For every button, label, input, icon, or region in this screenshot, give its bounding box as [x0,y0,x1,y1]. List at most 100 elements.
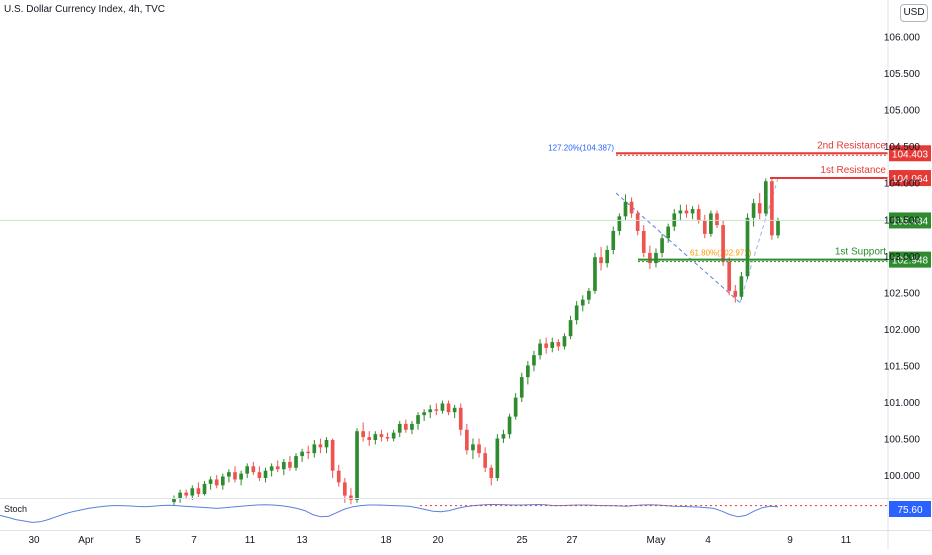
y-tick-label: 103.000 [884,252,921,263]
candle-body [422,412,426,416]
candle-body [690,209,695,214]
candle-body [465,429,469,451]
candle-body [385,437,390,439]
y-tick-label: 100.500 [884,435,921,446]
candle-body [190,488,195,496]
candle-body [513,397,518,417]
candle-body [611,230,616,250]
candle-body [220,476,225,486]
candle-body [239,473,243,480]
candle-body [568,320,573,337]
candle-body [434,409,439,411]
x-tick-label: 4 [705,535,711,546]
candle-body [739,276,744,297]
candle-body [727,261,732,291]
candle-body [245,466,250,474]
candle-body [770,181,774,236]
candle-body [263,470,268,478]
y-tick-label: 102.000 [884,325,921,336]
candle-body [275,466,280,470]
candle-body [544,343,548,348]
candle-body [629,201,634,214]
x-tick-label: 30 [28,535,40,546]
candle-body [367,437,372,440]
candle-body [526,365,530,378]
x-tick-label: 20 [432,535,444,546]
x-tick-label: 11 [245,535,256,546]
candle-body [288,461,292,468]
candle-body [574,305,579,321]
candle-body [580,299,585,306]
candle-body [678,210,683,214]
x-tick-label: 18 [380,535,392,546]
candle-body [617,216,622,231]
candle-body [696,209,701,221]
candle-body [507,416,512,435]
candle-body [477,444,481,454]
y-tick-label: 106.000 [884,33,921,44]
candle-body [318,444,323,448]
y-tick-label: 101.000 [884,398,921,409]
candle-body [324,439,329,448]
candle-body [751,203,756,218]
candle-body [306,451,311,454]
x-tick-label: 5 [135,535,141,546]
stochastic-panel: Stoch 75.60 [0,501,931,523]
candle-body [178,492,182,499]
candle-body [715,213,719,226]
candle-body [397,423,402,433]
candle-body [654,252,658,264]
annotations-layer: 127.20%(104.387) 61.80%(102.971) [548,143,779,303]
candle-body [458,407,463,430]
candle-body [196,488,201,495]
candle-body [593,257,597,291]
candle-body [709,213,713,234]
chart-title: U.S. Dollar Currency Index, 4h, TVC [4,4,165,15]
candle-body [446,403,451,413]
candle-body [666,226,671,239]
second-resistance-label: 2nd Resistance [817,140,886,151]
currency-button[interactable]: USD [900,4,928,22]
stoch-value-badge: 75.60 [897,505,922,516]
candle-body [330,439,335,471]
candle-body [495,438,500,478]
x-tick-label: 7 [191,535,197,546]
candle-body [391,432,396,439]
candle-body [471,444,475,451]
stoch-value-badge-bg [889,501,931,517]
candle-body [404,423,408,430]
candle-body [281,461,286,470]
candle-body [440,403,445,411]
candle-body [483,453,487,468]
stoch-label: Stoch [4,504,27,514]
candle-body [763,181,768,214]
candle-body [501,434,506,439]
x-tick-label: Apr [78,535,94,546]
candle-body [452,407,457,413]
candle-body [538,343,542,356]
current-price-badge: 103.484 [892,216,929,227]
candle-body [721,225,725,262]
candle-body [635,213,640,231]
candle-body [587,290,591,300]
candle-body [599,257,603,264]
candle-body [251,466,256,473]
fib-resistance-annotation: 127.20%(104.387) [548,143,614,152]
candle-body [550,342,555,348]
y-tick-label: 104.500 [884,142,921,153]
candle-body [660,238,664,253]
candle-body [300,451,304,457]
candle-body [269,466,274,471]
candle-body [373,434,378,440]
y-tick-label: 105.500 [884,69,921,80]
candle-body [349,495,353,500]
candle-body [342,482,347,496]
candle-body [410,423,414,430]
candle-body [733,290,738,297]
candle-body [489,467,494,478]
y-tick-label: 103.500 [884,215,921,226]
candle-body [641,230,646,253]
candle-body [227,472,231,477]
